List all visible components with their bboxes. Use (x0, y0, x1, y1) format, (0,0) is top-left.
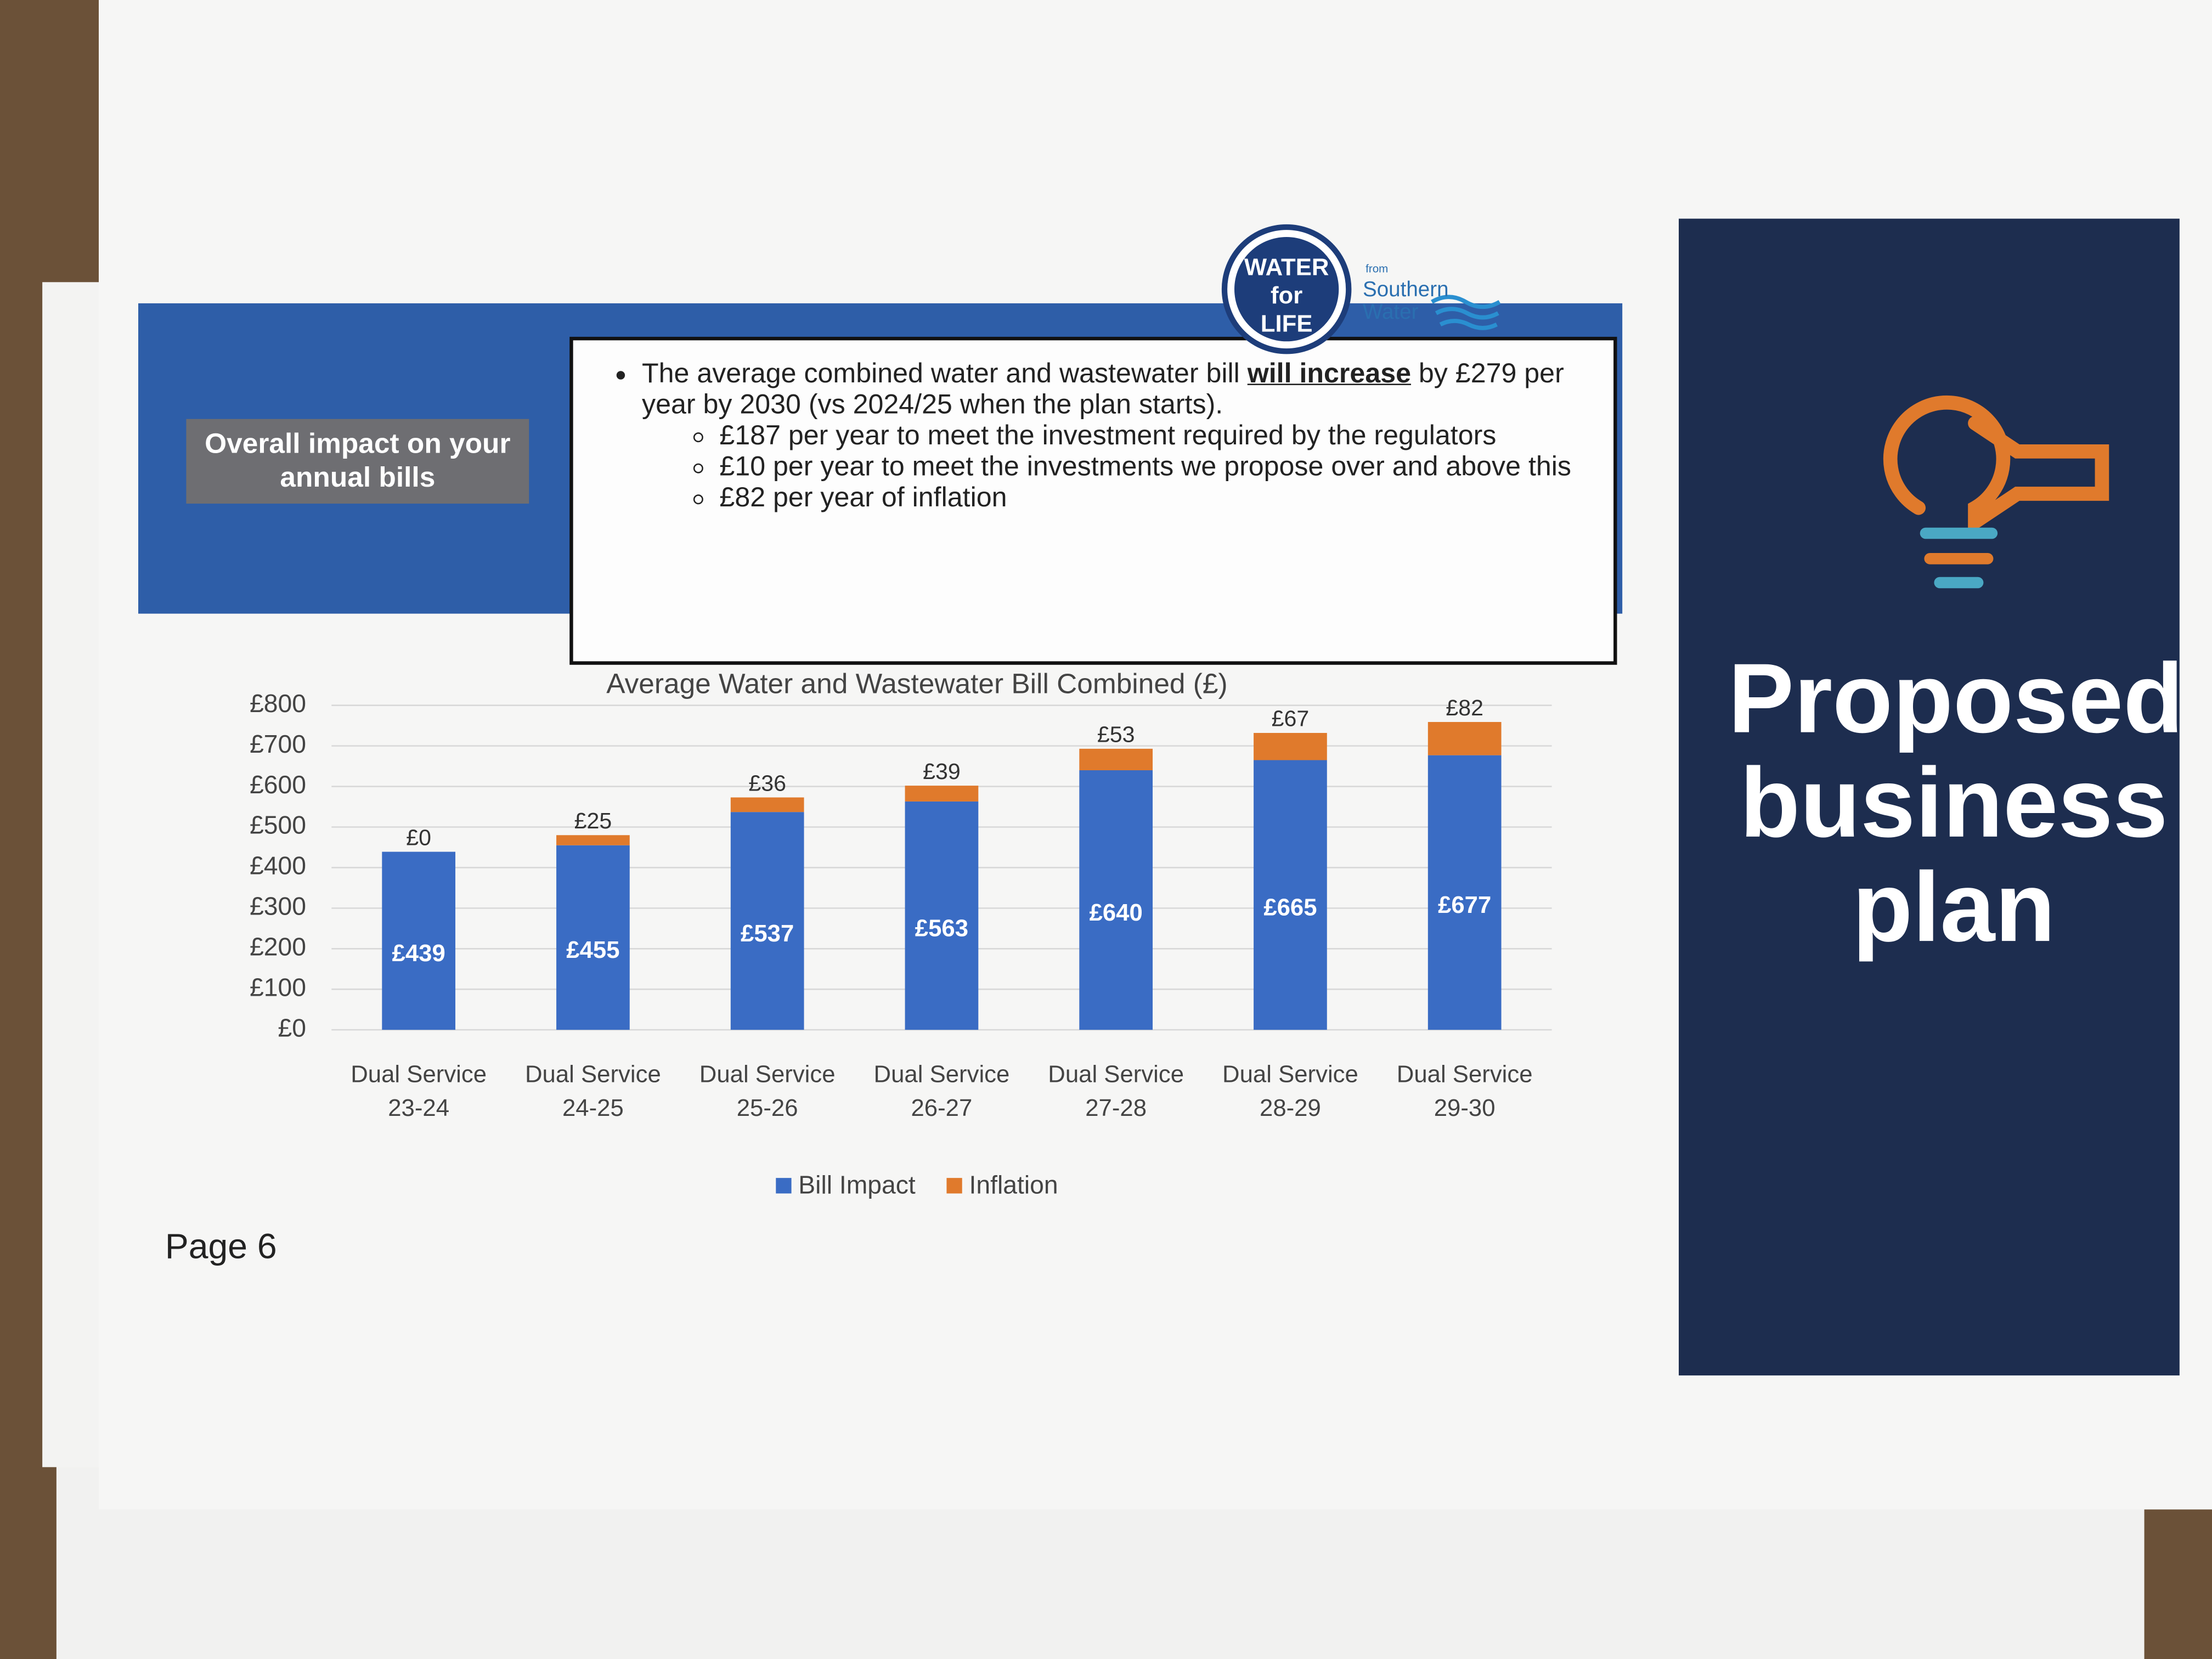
bar-segment (730, 812, 804, 1030)
y-tick-label: £600 (250, 770, 306, 799)
data-label: £36 (748, 770, 786, 795)
banner-label: Overall impact on your annual bills (205, 428, 511, 494)
data-label: £439 (392, 940, 445, 967)
data-label: £537 (741, 920, 794, 947)
chart-title: Average Water and Wastewater Bill Combin… (606, 667, 1227, 699)
y-tick-label: £200 (250, 933, 306, 961)
y-tick-label: £400 (250, 851, 306, 880)
sub-bullet: £10 per year to meet the investments we … (719, 452, 1608, 483)
data-label: £563 (915, 915, 968, 941)
data-label: £53 (1097, 722, 1135, 747)
bullet-box (569, 336, 1617, 665)
legend-label: Bill Impact (798, 1171, 916, 1199)
logo-brand: Southern Water (1363, 278, 1449, 325)
legend: Bill Impact Inflation (620, 1171, 1213, 1200)
bar-segment (730, 797, 804, 812)
x-tick-label: Dual Service 25-26 (699, 1060, 836, 1122)
data-label: £82 (1446, 695, 1483, 720)
data-label: £665 (1263, 894, 1317, 921)
bullet-text: The average combined water and wastewate… (642, 358, 1248, 390)
data-label: £677 (1438, 891, 1491, 918)
bullet-text: by £279 per year by 2030 (vs 2024/25 whe… (642, 358, 1564, 421)
logo-badge-text: WATER for LIFE (1244, 253, 1329, 337)
bullet-list: The average combined water and wastewate… (600, 358, 1609, 514)
data-label: £39 (923, 759, 961, 784)
bar-segment (1427, 755, 1502, 1030)
data-label: £0 (406, 825, 431, 850)
x-tick-label: Dual Service 23-24 (351, 1060, 487, 1122)
x-tick-label: Dual Service 29-30 (1396, 1060, 1533, 1122)
legend-entry: Inflation (946, 1171, 1058, 1200)
legend-label: Inflation (969, 1171, 1058, 1199)
bar-segment (556, 835, 630, 845)
y-tick-label: £0 (278, 1013, 306, 1042)
y-tick-label: £800 (250, 689, 306, 718)
data-label: £640 (1090, 899, 1143, 926)
data-label: £455 (566, 936, 619, 963)
y-tick-label: £700 (250, 730, 306, 758)
x-tick-label: Dual Service 24-25 (524, 1060, 661, 1122)
legend-swatch (776, 1178, 792, 1194)
bar-segment (905, 786, 979, 802)
x-tick-label: Dual Service 26-27 (873, 1060, 1010, 1122)
x-tick-label: Dual Service 28-29 (1222, 1060, 1358, 1122)
sidebar-title: Proposed business plan (1728, 643, 2184, 962)
logo-badge (1234, 237, 1339, 342)
logo-waves (1431, 295, 1501, 330)
bullet-emphasis: will increase (1247, 358, 1411, 390)
y-tick-label: £500 (250, 811, 306, 839)
bulb-icon (1883, 395, 2109, 535)
data-label: £67 (1272, 706, 1310, 731)
logo-from: from (1365, 262, 1389, 275)
bar-segment (905, 801, 979, 1030)
bar-segment (1427, 722, 1502, 755)
x-tick-label: Dual Service 27-28 (1048, 1060, 1184, 1122)
sub-bullet: £187 per year to meet the investment req… (719, 420, 1608, 452)
y-tick-label: £100 (250, 973, 306, 1001)
bar-segment (382, 851, 456, 1030)
page-number: Page 6 (165, 1227, 277, 1267)
sub-bullets: £187 per year to meet the investment req… (642, 420, 1608, 514)
bullet: The average combined water and wastewate… (642, 358, 1608, 514)
bar-segment (556, 845, 630, 1030)
bar-segment (1079, 770, 1153, 1030)
sub-bullet: £82 per year of inflation (719, 482, 1608, 514)
data-label: £25 (574, 808, 612, 833)
bullet-main: The average combined water and wastewate… (600, 358, 1609, 514)
bar-segment (1254, 732, 1327, 760)
banner-label-box (186, 419, 529, 504)
bar-segment (1254, 760, 1327, 1030)
legend-swatch (946, 1178, 962, 1194)
legend-entry: Bill Impact (776, 1171, 916, 1200)
bar-segment (1079, 748, 1153, 770)
y-tick-label: £300 (250, 892, 306, 921)
